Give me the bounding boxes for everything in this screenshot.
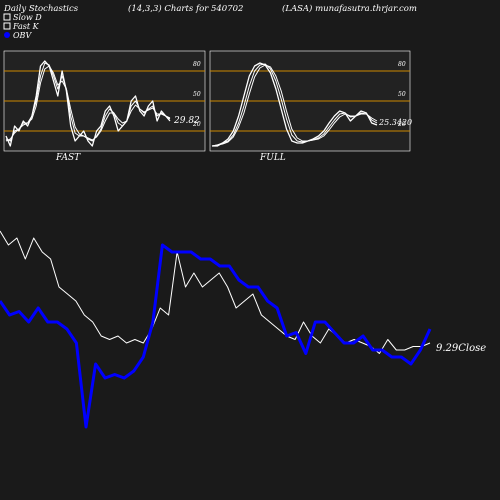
fast-level-50-label: 50 — [193, 91, 201, 98]
fast-series-slow-d-2 — [5, 65, 171, 142]
header-right: (LASA) munafasutra.thrjar.com — [282, 3, 417, 14]
full-series-full-d-2 — [211, 64, 378, 147]
header-middle: (14,3,3) Charts for 540702 — [128, 3, 243, 14]
legend-slow-d-label: Slow D — [13, 13, 42, 22]
legend: Slow D Fast K OBV — [3, 13, 42, 40]
legend-obv-label: OBV — [13, 31, 32, 40]
full-level-20-label: 20 — [397, 121, 406, 128]
full-series-full-k — [212, 62, 378, 147]
main-panel: 9.29Close — [0, 230, 486, 429]
full-value-label: 25.3420 — [378, 118, 412, 127]
price-line — [0, 230, 431, 354]
fast-panel-label: FAST — [55, 153, 81, 163]
fast-level-80-label: 80 — [193, 61, 201, 68]
close-label: 9.29Close — [436, 343, 486, 354]
full-panel-label: FULL — [259, 153, 286, 163]
fast-value-label: 29.82 — [173, 116, 200, 126]
full-level-80-label: 80 — [398, 61, 406, 68]
legend-fast-k-swatch — [3, 22, 11, 30]
legend-slow-d-swatch — [3, 13, 11, 21]
legend-fast-k-label: Fast K — [12, 22, 40, 31]
fast-level-20-label: 20 — [192, 121, 201, 128]
fast-series-slow-d — [5, 62, 171, 142]
obv-line — [0, 243, 432, 429]
legend-obv-swatch — [4, 32, 10, 38]
fast-panel: 80 50 20 29.82 FAST — [3, 50, 206, 163]
full-panel: 80 50 20 25.3420 FULL — [209, 50, 412, 163]
full-level-50-label: 50 — [398, 91, 406, 98]
header-left: Daily Stochastics — [3, 4, 79, 14]
full-series-full-d — [211, 63, 378, 147]
